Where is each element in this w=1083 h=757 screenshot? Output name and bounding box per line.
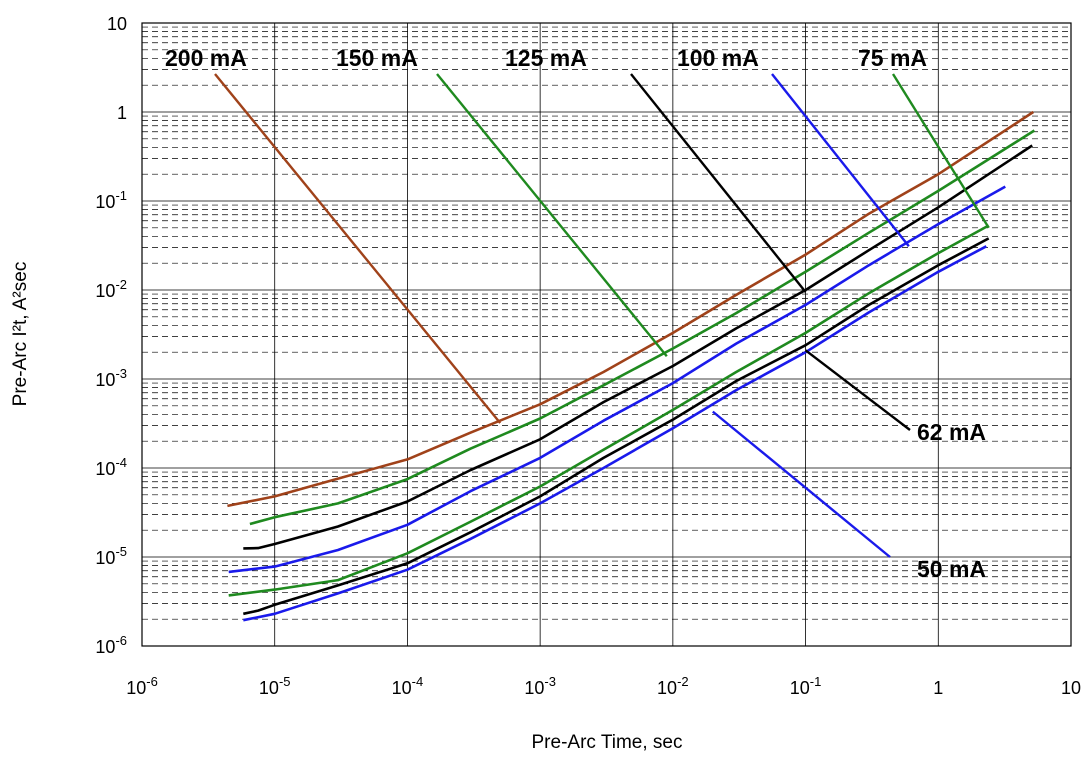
x-tick-label: 10-5 xyxy=(259,674,291,698)
curve-label-75ma: 75 mA xyxy=(858,45,927,71)
series-line-62ma xyxy=(243,237,990,616)
curve-label-100ma: 100 mA xyxy=(677,45,759,71)
leader-line-150ma xyxy=(436,73,668,358)
series-line-150ma xyxy=(249,129,1036,526)
x-tick-label: 10-1 xyxy=(790,674,822,698)
y-tick-label: 10-6 xyxy=(95,633,127,657)
series-line-50ma xyxy=(243,245,987,622)
y-tick-label: 10-3 xyxy=(95,366,127,390)
x-tick-label: 10-6 xyxy=(126,674,158,698)
x-tick-label: 1 xyxy=(933,678,943,698)
y-tick-labels: 10-6 10-5 10-4 10-3 10-2 10-1 1 10 xyxy=(95,14,127,657)
label-leaders xyxy=(214,73,990,558)
y-tick-label: 10-2 xyxy=(95,277,127,301)
x-axis-title: Pre-Arc Time, sec xyxy=(532,732,683,753)
curve-label-62ma: 62 mA xyxy=(917,419,986,445)
y-tick-label: 1 xyxy=(117,103,127,123)
y-tick-label: 10-5 xyxy=(95,544,127,568)
x-tick-labels: 10-6 10-5 10-4 10-3 10-2 10-1 1 10 xyxy=(126,674,1081,698)
y-tick-label: 10 xyxy=(107,14,127,34)
plot-frame xyxy=(141,22,1072,647)
x-tick-label: 10-4 xyxy=(392,674,424,698)
curve-label-200ma: 200 mA xyxy=(165,45,247,71)
series-lines xyxy=(227,110,1036,622)
curve-label-50ma: 50 mA xyxy=(917,556,986,582)
y-tick-label: 10-1 xyxy=(95,188,127,212)
x-tick-label: 10-2 xyxy=(657,674,689,698)
leader-line-200ma xyxy=(214,73,502,424)
y-tick-label: 10-4 xyxy=(95,455,127,479)
series-line-200ma xyxy=(227,110,1035,508)
y-axis-title: Pre-Arc I²t, A²sec xyxy=(10,262,31,407)
curve-label-150ma: 150 mA xyxy=(336,45,418,71)
leader-line-100ma xyxy=(771,73,910,248)
leader-line-50ma xyxy=(712,410,891,558)
x-tick-label: 10-3 xyxy=(524,674,556,698)
plot-area xyxy=(142,23,1071,646)
curve-label-125ma: 125 mA xyxy=(505,45,587,71)
leader-line-62ma xyxy=(804,349,911,431)
series-line-125ma xyxy=(243,144,1033,550)
x-tick-label: 10 xyxy=(1061,678,1081,698)
leader-line-125ma xyxy=(630,73,807,293)
leader-line-75ma xyxy=(891,73,990,229)
series-line-100ma xyxy=(228,185,1006,574)
series-line-75ma xyxy=(228,224,990,597)
